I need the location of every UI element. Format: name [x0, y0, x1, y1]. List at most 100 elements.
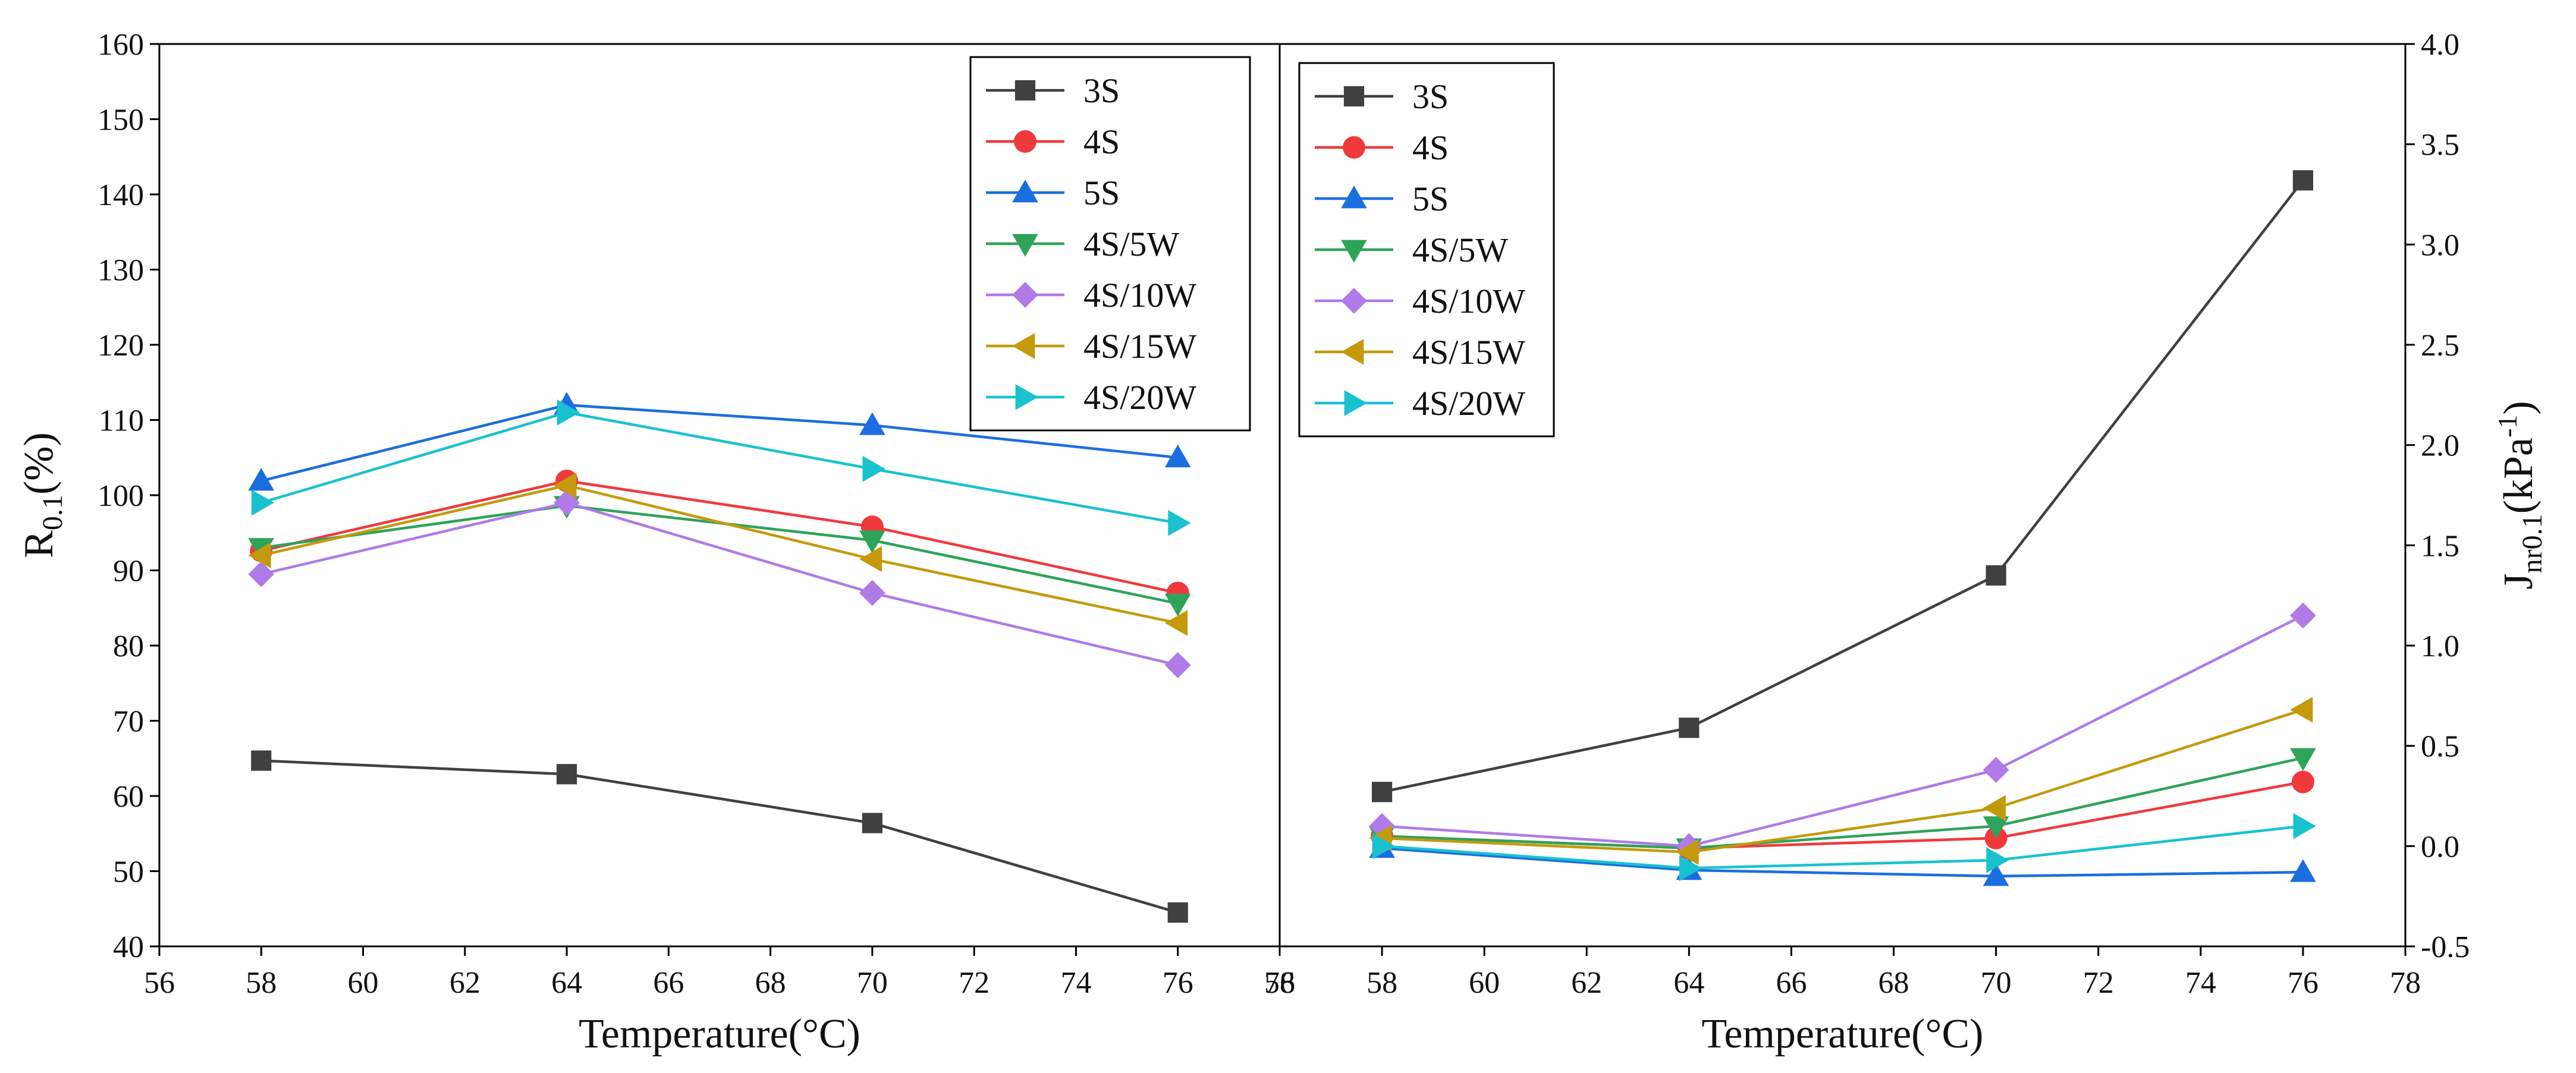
data-point-3s [1371, 782, 1393, 803]
y-tick-label: 2.5 [2421, 329, 2459, 363]
y-tick-label: 130 [98, 254, 144, 288]
series-3s [1371, 170, 2314, 803]
series-4s-10w [1369, 602, 2316, 860]
x-tick-label: 60 [348, 966, 379, 1000]
data-point-4s-10w [2290, 602, 2316, 629]
y-tick-label: 3.0 [2421, 228, 2459, 262]
x-tick-label: 56 [144, 966, 175, 1000]
x-tick-label: 58 [246, 966, 277, 1000]
x-tick-label: 70 [1981, 966, 2012, 1000]
y-tick-label: 70 [113, 705, 144, 739]
legend-marker-3s [1014, 80, 1036, 101]
legend-marker-4s-15w [1341, 339, 1364, 365]
y-tick-label: 110 [99, 404, 144, 438]
x-tick-label: 64 [1673, 966, 1704, 1000]
data-point-4s-5w [1164, 593, 1191, 617]
data-point-4s-10w [1983, 757, 2009, 783]
legend-marker-4s-5w [1012, 234, 1038, 257]
y-tick-label: 0.5 [2421, 730, 2459, 764]
legend: 3S 4S 5S 4S/5W 4S/10W 4S/15W 4S/20W [1298, 62, 1555, 438]
x-tick-label: 70 [857, 966, 888, 1000]
x-tick-label: 74 [2185, 966, 2216, 1000]
x-tick-label: 78 [2390, 966, 2421, 1000]
data-point-5s [1164, 444, 1191, 468]
x-axis-title: Temperature(°C) [579, 1011, 860, 1057]
series-line-4s-10w [260, 501, 1179, 667]
x-tick-label: 60 [1469, 966, 1500, 1000]
series-line-5s [260, 403, 1178, 483]
y-tick-label: 2.0 [2421, 429, 2459, 463]
data-point-3s [862, 813, 883, 833]
x-tick-label: 66 [1776, 966, 1807, 1000]
y-tick-label: 1.0 [2421, 630, 2459, 663]
legend-marker-4s-20w [1015, 384, 1038, 410]
data-point-4s-5w [1983, 816, 2009, 839]
data-point-4s-15w [248, 542, 271, 569]
series-line-4s-15w [1381, 708, 2304, 854]
data-point-4s-15w [1676, 839, 1699, 866]
data-point-4s-20w [862, 455, 885, 482]
x-tick-label: 58 [1366, 966, 1397, 1000]
data-point-3s [556, 764, 577, 785]
series-4s-20w [251, 399, 1191, 536]
y-tick-label: 120 [98, 329, 144, 363]
data-point-4s-15w [2290, 697, 2313, 723]
series-line-3s [1381, 180, 2304, 794]
left-chart-panel: 56 58 60 62 64 66 68 70 72 74 76 78 40 50 60 70 80 90 100 1… [16, 28, 1295, 1057]
x-tick-label: 76 [2288, 966, 2319, 1000]
y-tick-label: 100 [98, 479, 144, 513]
x-tick-label: 78 [1264, 966, 1295, 1000]
x-tick-label: 68 [755, 966, 786, 1000]
y-tick-label: 1.5 [2421, 529, 2459, 563]
data-point-4s-5w [859, 530, 885, 553]
data-point-4s-20w [1372, 833, 1395, 860]
legend-label-5s: 5S [1412, 180, 1449, 218]
series-line-5s [1381, 847, 2303, 878]
data-point-4s-10w [859, 580, 885, 606]
data-point-4s-20w [1679, 855, 1702, 882]
data-point-5s [2290, 859, 2316, 882]
x-tick-label: 72 [959, 966, 989, 1000]
legend-label-4s-20w: 4S/20W [1412, 384, 1525, 423]
data-point-4s-15w [1983, 795, 2006, 822]
legend-marker-3s [1343, 86, 1365, 107]
legend-label-4s-10w: 4S/10W [1412, 282, 1525, 320]
x-tick-label: 68 [1878, 966, 1909, 1000]
data-point-4s-15w [859, 546, 882, 572]
y-axis-title: R0.1(%) [16, 432, 68, 558]
legend-marker-4s-10w [1341, 288, 1367, 314]
data-point-4s-15w [1164, 610, 1188, 636]
legend-label-4s-5w: 4S/5W [1083, 225, 1179, 263]
x-tick-label: 76 [1163, 966, 1193, 1000]
legend-marker-4s-5w [1341, 240, 1367, 263]
data-point-5s [248, 468, 275, 491]
y-tick-label: 80 [113, 630, 144, 663]
legend-label-3s: 3S [1412, 77, 1449, 116]
legend-label-4s-10w: 4S/10W [1083, 276, 1196, 314]
data-point-3s [1679, 718, 1699, 738]
y-tick-label: 0.0 [2421, 830, 2459, 864]
series-line-4s [260, 479, 1179, 594]
legend-marker-5s [1341, 185, 1367, 209]
x-tick-label: 72 [2083, 966, 2114, 1000]
x-tick-label: 66 [653, 966, 684, 1000]
legend-label-4s-15w: 4S/15W [1412, 333, 1525, 372]
data-point-5s [859, 412, 885, 435]
y-tick-label: 160 [98, 28, 144, 62]
series-line-3s [261, 759, 1179, 914]
y-tick-label: 3.5 [2421, 128, 2459, 162]
series-line-4s-20w [260, 411, 1179, 525]
data-point-5s [1983, 863, 2009, 886]
x-tick-label: 62 [1571, 966, 1602, 1000]
data-point-4s-15w [554, 472, 577, 499]
data-point-4s-20w [1986, 847, 2009, 873]
x-tick-label: 64 [551, 966, 582, 1000]
data-point-3s [1167, 902, 1188, 923]
y-tick-label: 40 [113, 930, 144, 964]
x-axis-title: Temperature(°C) [1702, 1011, 1984, 1057]
series-line-4s-20w [1381, 825, 2304, 870]
series-line-4s-15w [260, 484, 1179, 625]
series-3s [251, 750, 1188, 923]
y-tick-label: 90 [113, 555, 144, 589]
